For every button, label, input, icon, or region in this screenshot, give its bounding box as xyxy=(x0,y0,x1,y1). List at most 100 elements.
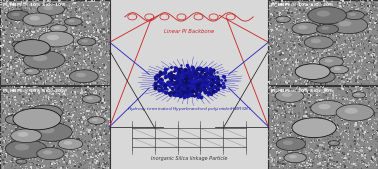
Point xyxy=(65,11,71,14)
Point xyxy=(313,120,319,123)
Point xyxy=(1,92,7,95)
Point xyxy=(292,112,298,115)
Point xyxy=(35,167,41,169)
Point xyxy=(48,51,54,54)
Point xyxy=(62,33,68,36)
Point xyxy=(25,111,31,113)
Point xyxy=(358,44,364,46)
Point xyxy=(59,152,65,155)
Point xyxy=(0,49,6,51)
Point xyxy=(58,42,64,45)
Point xyxy=(353,90,359,93)
Point xyxy=(351,110,357,112)
Point xyxy=(3,11,9,14)
Point xyxy=(352,135,358,138)
Point xyxy=(52,29,58,31)
Point xyxy=(307,125,313,128)
Point xyxy=(51,161,57,164)
Point xyxy=(95,123,101,126)
Point xyxy=(60,80,66,83)
Point xyxy=(79,127,85,130)
Point xyxy=(364,30,370,33)
Point xyxy=(11,111,17,114)
Point xyxy=(303,46,309,49)
Point xyxy=(16,129,22,132)
Point xyxy=(19,131,25,134)
Point xyxy=(51,70,57,73)
Point xyxy=(301,80,307,83)
Point xyxy=(54,131,60,133)
Point xyxy=(266,44,272,47)
Point xyxy=(48,50,54,53)
Point xyxy=(274,122,280,125)
Point xyxy=(46,10,52,13)
Point xyxy=(312,101,318,104)
Point xyxy=(347,51,353,54)
Point xyxy=(43,10,50,13)
Point xyxy=(59,46,65,49)
Point xyxy=(279,126,285,129)
Point xyxy=(354,157,360,160)
Point xyxy=(345,1,351,4)
Point xyxy=(330,35,336,38)
Point xyxy=(56,113,62,116)
Point xyxy=(327,64,333,67)
Point xyxy=(93,87,99,89)
Point xyxy=(106,32,112,34)
Point xyxy=(271,164,277,166)
Point xyxy=(34,151,40,154)
Point xyxy=(375,29,378,32)
Point xyxy=(57,96,63,98)
Point xyxy=(285,134,291,137)
Point xyxy=(349,99,355,102)
Point xyxy=(17,36,23,39)
Point xyxy=(3,138,9,141)
Point xyxy=(105,54,112,56)
Point xyxy=(49,36,55,39)
Point xyxy=(1,124,7,126)
Point xyxy=(272,101,278,104)
Point xyxy=(81,91,87,93)
Point xyxy=(346,37,352,40)
Point xyxy=(3,100,9,103)
Point xyxy=(29,124,35,126)
Point xyxy=(83,28,89,31)
Point xyxy=(64,92,70,94)
Point xyxy=(74,138,80,140)
Point xyxy=(318,26,324,29)
Point xyxy=(286,104,292,107)
Point xyxy=(280,91,287,93)
Point xyxy=(340,108,346,111)
Point xyxy=(82,101,88,104)
Circle shape xyxy=(54,26,60,29)
Point xyxy=(341,55,347,58)
Point xyxy=(23,124,29,127)
Point xyxy=(279,130,285,133)
Point xyxy=(369,158,375,160)
Point xyxy=(288,132,294,135)
Point xyxy=(28,163,34,165)
Point xyxy=(342,146,348,149)
Point xyxy=(52,68,58,71)
Point xyxy=(347,9,353,12)
Point xyxy=(40,165,46,168)
Point xyxy=(65,16,71,19)
Point xyxy=(104,62,110,65)
Point xyxy=(17,22,23,25)
Point xyxy=(43,135,49,137)
Point xyxy=(370,127,376,130)
Point xyxy=(94,141,100,143)
Point xyxy=(8,101,14,103)
Point xyxy=(100,149,106,152)
Point xyxy=(293,92,299,95)
Point xyxy=(23,76,29,79)
Point xyxy=(294,19,300,22)
Point xyxy=(277,20,284,22)
Point xyxy=(0,103,5,106)
Point xyxy=(303,154,309,156)
Point xyxy=(6,151,12,154)
Point xyxy=(37,127,43,129)
Point xyxy=(59,128,65,131)
Point xyxy=(298,90,304,92)
Point xyxy=(329,56,335,59)
